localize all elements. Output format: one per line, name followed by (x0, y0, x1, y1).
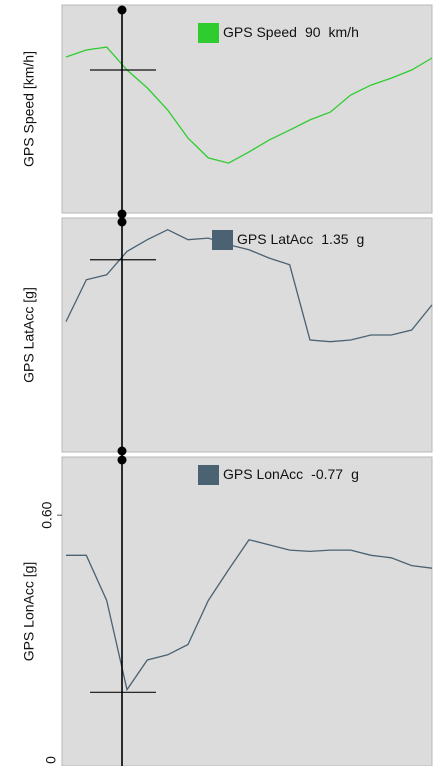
cursor-handle (117, 209, 127, 219)
y-tick-label: 0.60 (39, 501, 55, 528)
cut-tick-label: 0 (43, 756, 59, 764)
legend-name: GPS LonAcc (223, 466, 303, 482)
readout-unit: g (357, 231, 365, 247)
cursor-handle (117, 446, 127, 456)
legend-swatch (198, 465, 219, 485)
legend-name: GPS LatAcc (237, 231, 313, 247)
y-axis-label: GPS Speed [km/h] (21, 51, 37, 167)
trace (65, 228, 433, 343)
cursor-handle (117, 455, 127, 465)
trace (66, 538, 433, 692)
legend-readout: GPS LatAcc 1.35 g (237, 231, 364, 247)
readout-unit: km/h (329, 24, 359, 40)
y-axis-label: GPS LonAcc [g] (21, 562, 37, 662)
readout-value: 90 (305, 24, 321, 40)
legend-readout: GPS Speed 90 km/h (223, 24, 359, 40)
readout-value: 1.35 (321, 231, 348, 247)
legend-swatch (212, 230, 233, 250)
cursor-handle (117, 5, 127, 15)
readout-unit: g (351, 466, 359, 482)
legend-readout: GPS LonAcc -0.77 g (223, 466, 359, 482)
legend-swatch (198, 23, 219, 43)
readout-value: -0.77 (311, 466, 343, 482)
plot-area (61, 4, 433, 214)
cursor-handle (117, 217, 127, 227)
plot-area (61, 456, 433, 766)
legend-name: GPS Speed (223, 24, 297, 40)
y-axis-label: GPS LatAcc [g] (21, 287, 37, 383)
